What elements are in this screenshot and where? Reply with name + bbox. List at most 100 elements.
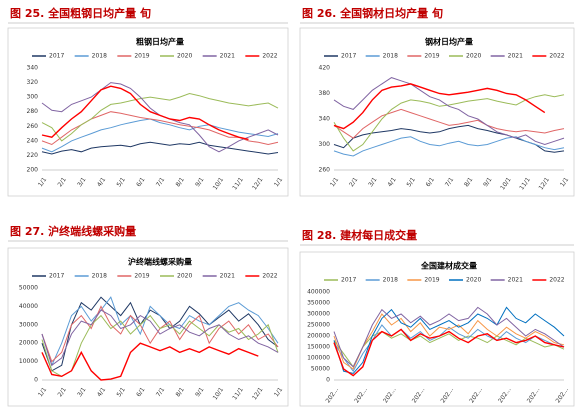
y-tick-label: 200000: [307, 333, 330, 340]
legend-label: 2020: [177, 53, 192, 60]
series-line: [333, 306, 565, 368]
x-tick-label: 12/1: [251, 176, 265, 191]
x-tick-label: 202...: [468, 386, 484, 404]
y-tick-label: 380: [319, 90, 331, 97]
x-tick-label: 8/1: [175, 386, 186, 398]
y-tick-label: 250000: [307, 322, 330, 329]
x-tick-label: 6/1: [135, 386, 146, 398]
x-tick-label: 11/1: [231, 176, 245, 191]
y-tick-label: 150000: [307, 344, 330, 351]
y-tick-label: 0: [34, 377, 38, 384]
series-line: [41, 141, 279, 155]
x-tick-label: 1/1: [37, 386, 48, 398]
x-tick-label: 6/1: [135, 176, 146, 188]
y-tick-label: 340: [319, 116, 331, 123]
x-tick-label: 1/1: [37, 176, 48, 188]
y-tick-label: 200: [27, 167, 39, 174]
x-tick-label: 4/1: [96, 176, 107, 188]
chart-frame: [299, 27, 575, 197]
x-tick-label: 5/1: [116, 176, 127, 188]
legend-label: 2018: [92, 53, 107, 60]
series-line: [41, 118, 279, 153]
x-tick-label: 2/1: [57, 176, 68, 188]
y-tick-label: 300: [27, 94, 39, 101]
chart-title: 沪终端线螺采购量: [128, 257, 192, 267]
x-tick-label: 10/1: [212, 176, 226, 191]
series-line: [41, 314, 279, 377]
y-tick-label: 280: [27, 108, 39, 115]
x-tick-label: 202...: [411, 386, 427, 404]
legend-label: 2017: [49, 273, 64, 280]
chart-frame: [299, 251, 575, 407]
legend-label: 2018: [383, 53, 398, 60]
x-tick-label: 7/1: [444, 176, 455, 188]
x-tick-label: 202...: [526, 386, 542, 404]
x-tick-label: 10/1: [499, 176, 513, 191]
legend-label: 2020: [177, 273, 192, 280]
series-line: [333, 306, 565, 374]
y-tick-label: 260: [319, 167, 331, 174]
legend-label: 2021: [220, 53, 235, 60]
y-tick-label: 300000: [307, 311, 330, 318]
panel-caption: 图 25. 全国粗钢日均产量 旬: [10, 6, 151, 20]
x-tick-label: 9/1: [194, 386, 205, 398]
x-tick-label: 7/1: [155, 386, 166, 398]
legend-label: 2019: [134, 53, 149, 60]
series-line: [333, 136, 565, 157]
y-tick-label: 320: [27, 79, 39, 86]
x-tick-label: 3/1: [76, 386, 87, 398]
x-tick-label: 202...: [353, 386, 369, 404]
x-tick-label: 202...: [325, 386, 341, 404]
y-tick-label: 400000: [307, 289, 330, 296]
y-tick-label: 50000: [19, 285, 38, 292]
x-tick-label: 1/1: [559, 176, 570, 188]
panel-caption: 图 26. 全国钢材日均产量 旬: [302, 6, 443, 20]
x-tick-label: 3/1: [367, 176, 378, 188]
x-tick-label: 8/1: [463, 176, 474, 188]
series-line: [333, 77, 565, 146]
legend-label: 2017: [341, 53, 356, 60]
x-tick-label: 9/1: [194, 176, 205, 188]
x-tick-label: 11/1: [518, 176, 532, 191]
y-tick-label: 10000: [19, 358, 38, 365]
series-line: [41, 309, 279, 367]
legend-label: 2021: [220, 273, 235, 280]
series-line: [41, 342, 259, 381]
chart-title: 全国建材成交量: [420, 261, 477, 271]
series-line: [41, 82, 279, 153]
legend-label: 2019: [424, 277, 439, 284]
y-tick-label: 340: [27, 65, 39, 72]
series-line: [333, 83, 546, 130]
x-tick-label: 1/1: [273, 176, 284, 188]
legend-label: 2017: [49, 53, 64, 60]
legend-label: 2022: [549, 53, 564, 60]
series-line: [41, 92, 279, 142]
series-line: [333, 313, 565, 370]
legend-label: 2018: [92, 273, 107, 280]
chart-title: 钢材日均产量: [425, 37, 473, 47]
legend-label: 2022: [262, 273, 277, 280]
y-tick-label: 40000: [19, 303, 38, 310]
legend-label: 2020: [466, 277, 481, 284]
y-tick-label: 350000: [307, 300, 330, 307]
x-tick-label: 7/1: [155, 176, 166, 188]
y-tick-label: 0: [326, 377, 330, 384]
y-tick-label: 100000: [307, 355, 330, 362]
y-tick-label: 260: [27, 123, 39, 130]
x-tick-label: 202...: [555, 386, 571, 404]
chart-frame: [7, 27, 289, 197]
x-tick-label: 4/1: [386, 176, 397, 188]
series-line: [41, 296, 279, 367]
legend-label: 2019: [134, 273, 149, 280]
x-tick-label: 4/1: [96, 386, 107, 398]
panel-caption: 图 28. 建材每日成交量: [302, 228, 417, 242]
x-tick-label: 1/1: [273, 386, 284, 398]
y-tick-label: 20000: [19, 340, 38, 347]
x-tick-label: 6/1: [425, 176, 436, 188]
legend-label: 2019: [424, 53, 439, 60]
chart-frame: [7, 247, 289, 407]
legend-label: 2018: [383, 277, 398, 284]
y-tick-label: 240: [27, 137, 39, 144]
y-tick-label: 420: [319, 65, 331, 72]
